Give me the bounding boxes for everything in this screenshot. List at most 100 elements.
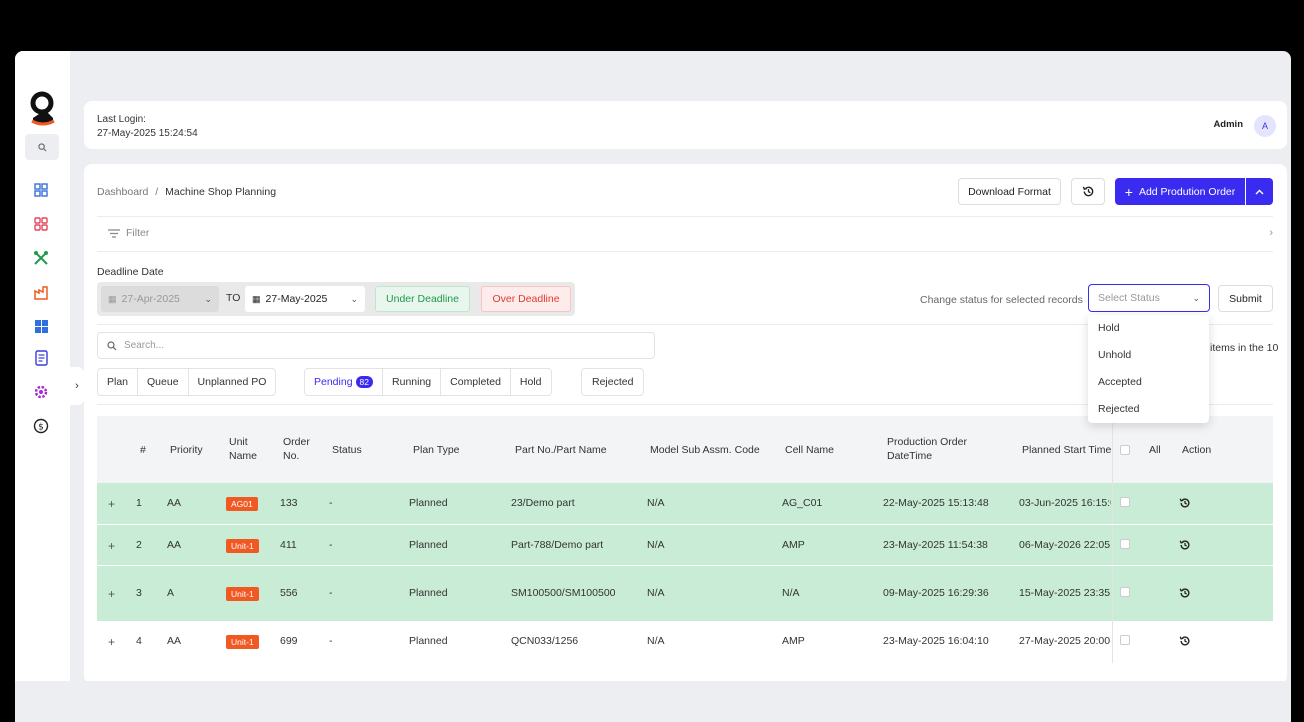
blocks-icon xyxy=(34,319,48,333)
breadcrumb-current: Machine Shop Planning xyxy=(165,186,277,198)
row-production-datetime: 22-May-2025 15:13:48 xyxy=(883,497,989,509)
col-part: Part No./Part Name xyxy=(515,444,607,456)
tab-completed[interactable]: Completed xyxy=(441,369,511,395)
row-history-button[interactable] xyxy=(1179,496,1191,514)
row-cell-name: AMP xyxy=(782,635,805,647)
tab-pending-label: Pending xyxy=(314,376,353,388)
sidebar-search-button[interactable] xyxy=(25,134,59,160)
select-all-checkbox[interactable] xyxy=(1120,445,1130,455)
table-row[interactable]: + 3 A Unit-1 556 - Planned SM100500/SM10… xyxy=(97,565,1273,622)
expand-row-icon[interactable]: + xyxy=(108,635,116,649)
row-history-button[interactable] xyxy=(1179,538,1191,556)
expand-row-icon[interactable]: + xyxy=(108,497,116,511)
status-option-rejected[interactable]: Rejected xyxy=(1098,403,1140,415)
last-login-label: Last Login: xyxy=(97,114,146,125)
change-status-label: Change status for selected records xyxy=(920,294,1083,306)
row-status: - xyxy=(329,635,333,647)
date-to-value: 27-May-2025 xyxy=(265,293,328,305)
search-input[interactable]: Search... xyxy=(97,332,655,359)
table-row[interactable]: + 2 AA Unit-1 411 - Planned Part-788/Dem… xyxy=(97,524,1273,566)
row-plan-type: Planned xyxy=(409,497,448,509)
sidebar-item-dashboard[interactable] xyxy=(32,181,50,199)
history-icon xyxy=(1179,636,1190,646)
col-planned-start: Planned Start Time xyxy=(1022,444,1112,456)
add-options-toggle[interactable] xyxy=(1246,178,1273,205)
status-select[interactable]: Select Status ⌄ xyxy=(1088,284,1210,312)
filter-icon xyxy=(108,228,120,238)
expand-row-icon[interactable]: + xyxy=(108,587,116,601)
unit-badge: Unit-1 xyxy=(226,539,259,553)
status-option-unhold[interactable]: Unhold xyxy=(1098,349,1132,361)
sidebar-item-settings[interactable] xyxy=(32,383,50,401)
row-history-button[interactable] xyxy=(1179,634,1191,652)
tab-pending[interactable]: Pending 82 xyxy=(305,369,384,395)
row-model: N/A xyxy=(647,539,665,551)
table-row[interactable]: + 4 AA Unit-1 699 - Planned QCN033/1256 … xyxy=(97,621,1273,663)
date-from-picker[interactable]: ▦ 27-Apr-2025 ⌄ xyxy=(101,286,219,312)
deadline-date-label: Deadline Date xyxy=(97,266,164,278)
tab-unplanned-po[interactable]: Unplanned PO xyxy=(197,376,267,388)
col-order-line1: Order xyxy=(283,436,310,448)
row-model: N/A xyxy=(647,587,665,599)
under-deadline-button[interactable]: Under Deadline xyxy=(375,286,470,312)
sidebar-item-document[interactable] xyxy=(32,349,50,367)
expand-row-icon[interactable]: + xyxy=(108,539,116,553)
submit-button[interactable]: Submit xyxy=(1218,285,1273,312)
row-num: 4 xyxy=(136,635,142,647)
tab-queue[interactable]: Queue xyxy=(138,369,189,395)
column-separator xyxy=(1112,416,1113,483)
col-order-no: Order No. xyxy=(283,435,310,463)
search-icon xyxy=(37,142,46,151)
calendar-icon: ▦ xyxy=(108,293,117,304)
status-option-accepted[interactable]: Accepted xyxy=(1098,376,1142,388)
row-checkbox[interactable] xyxy=(1120,497,1130,507)
sidebar-item-factory[interactable] xyxy=(32,283,50,301)
row-cell-name: N/A xyxy=(782,587,800,599)
unit-badge: Unit-1 xyxy=(226,587,259,601)
chevron-right-icon[interactable]: › xyxy=(1269,227,1273,239)
filter-toggle[interactable]: Filter xyxy=(108,227,149,239)
avatar[interactable]: A xyxy=(1254,115,1276,137)
table-row[interactable]: + 1 AA AG01 133 - Planned 23/Demo part N… xyxy=(97,483,1273,524)
sidebar-item-finance[interactable]: $ xyxy=(32,417,50,435)
row-priority: A xyxy=(167,587,175,599)
breadcrumb-root[interactable]: Dashboard xyxy=(97,186,149,198)
sidebar-item-grid[interactable] xyxy=(32,215,50,233)
row-history-button[interactable] xyxy=(1179,586,1191,604)
tab-running[interactable]: Running xyxy=(383,369,442,395)
search-placeholder: Search... xyxy=(124,340,165,351)
row-planned-start: 27-May-2025 20:00 xyxy=(1019,635,1111,647)
tools-icon xyxy=(34,251,48,265)
row-part: SM100500/SM100500 xyxy=(511,587,616,599)
over-deadline-button[interactable]: Over Deadline xyxy=(481,286,571,312)
col-cell-name: Cell Name xyxy=(785,444,835,456)
user-name[interactable]: Admin xyxy=(1213,119,1243,130)
add-production-order-button[interactable]: + Add Prodution Order xyxy=(1115,178,1245,205)
row-production-datetime: 23-May-2025 16:04:10 xyxy=(883,635,989,647)
sidebar-item-blocks[interactable] xyxy=(32,317,50,335)
row-checkbox[interactable] xyxy=(1120,587,1130,597)
unit-badge: AG01 xyxy=(226,497,258,511)
col-prod-line2: DateTime xyxy=(887,450,933,462)
row-production-datetime: 23-May-2025 11:54:38 xyxy=(883,539,988,551)
download-format-button[interactable]: Download Format xyxy=(958,178,1061,205)
history-icon xyxy=(1179,588,1190,598)
tab-rejected[interactable]: Rejected xyxy=(592,376,634,388)
sidebar-item-tools[interactable] xyxy=(32,249,50,267)
row-part: Part-788/Demo part xyxy=(511,539,604,551)
chevron-right-icon: › xyxy=(75,380,79,392)
divider xyxy=(97,404,1273,405)
history-button[interactable] xyxy=(1071,178,1105,205)
sidebar-expand-button[interactable]: › xyxy=(70,367,84,405)
date-to-picker[interactable]: ▦ 27-May-2025 ⌄ xyxy=(245,286,365,312)
footer-strip xyxy=(15,681,1291,722)
tab-hold[interactable]: Hold xyxy=(519,376,542,388)
col-status: Status xyxy=(332,444,362,456)
status-option-hold[interactable]: Hold xyxy=(1098,322,1120,334)
divider xyxy=(97,324,1273,325)
tab-plan[interactable]: Plan xyxy=(98,369,139,395)
row-checkbox[interactable] xyxy=(1120,539,1130,549)
status-dropdown: Hold Unhold Accepted Rejected xyxy=(1088,315,1209,423)
row-part: 23/Demo part xyxy=(511,497,575,509)
row-checkbox[interactable] xyxy=(1120,635,1130,645)
